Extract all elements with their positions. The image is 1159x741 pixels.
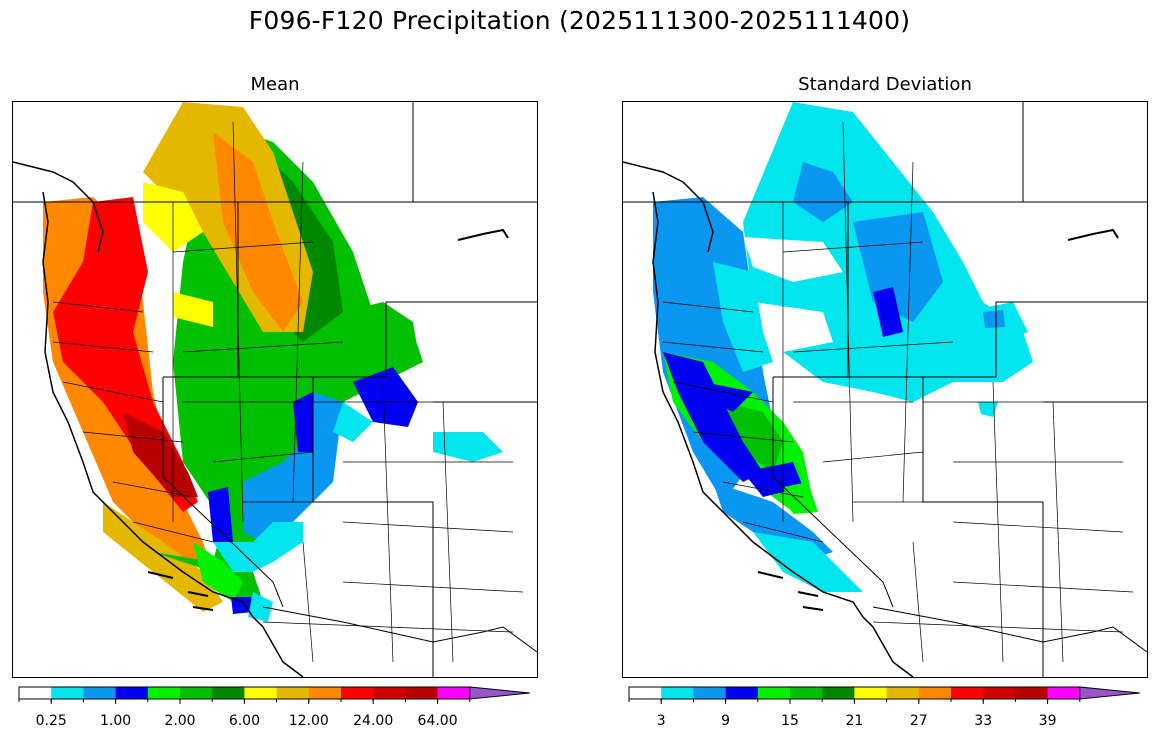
mean-state-boundaries: [13, 102, 537, 677]
mean-colorbar-bin: [405, 687, 438, 699]
mean-colorbar-bin: [115, 687, 149, 699]
std-region-cyan-e3: [978, 402, 998, 417]
std-colorbar-bin: [951, 687, 984, 699]
std-colorbar-tick-label: 39: [1039, 713, 1057, 729]
mean-colorbar-bin: [373, 687, 406, 699]
std-colorbar-bin: [790, 687, 823, 699]
mean-region-blue-3: [208, 487, 233, 542]
mean-colorbar-tick-label: 64.00: [418, 713, 458, 729]
mean-colorbar-tick-label: 6.00: [229, 713, 260, 729]
std-colorbar-bin: [757, 687, 791, 699]
mean-map: [12, 101, 538, 678]
mean-colorbar-segments: [18, 686, 530, 700]
std-puget: [623, 161, 714, 253]
mean-colorbar-bin: [19, 687, 52, 699]
std-colorbar: 3 9 15 21 27 33 39: [628, 686, 1140, 729]
std-state-boundaries: [623, 102, 1147, 677]
mean-puget: [13, 161, 104, 253]
std-map-canvas: [623, 102, 1147, 677]
std-colorbar-bin: [822, 687, 855, 699]
mean-lake: [457, 228, 509, 241]
std-colorbar-bin: [693, 687, 726, 699]
mean-region-green-east: [333, 302, 418, 382]
std-region-white-2: [753, 302, 833, 352]
std-colorbar-bin: [725, 687, 759, 699]
std-colorbar-extend-arrow: [1079, 686, 1140, 700]
std-colorbar-labels: 3 9 15 21 27 33 39: [657, 713, 1057, 729]
mean-region-blue: [293, 392, 313, 452]
std-colorbar-bin: [983, 687, 1016, 699]
std-region-lightblue-e2: [983, 310, 1005, 328]
mean-colorbar-tick-label: 2.00: [164, 713, 195, 729]
mean-region-cyan-4: [248, 592, 273, 622]
mean-colorbar-bin: [308, 687, 342, 699]
mean-colorbar-bin: [83, 687, 116, 699]
std-coastline: [652, 191, 914, 677]
mean-colorbar-bin: [147, 687, 181, 699]
std-colorbar-bin: [1047, 687, 1081, 699]
std-panel-title: Standard Deviation: [798, 74, 972, 95]
std-colorbar-bin: [629, 687, 662, 699]
std-region-brightgreen-s: [783, 482, 818, 514]
mean-region-cyan: [213, 522, 303, 572]
mean-colorbar-bin: [437, 687, 471, 699]
mean-coastline: [42, 191, 304, 677]
std-region-blue: [873, 287, 903, 337]
mean-region-orange-north: [213, 132, 303, 332]
mean-region-cyan-2: [433, 432, 503, 462]
mean-colorbar-labels: 0.25 1.00 2.00 6.00 12.00 24.00 64.00: [36, 713, 458, 729]
mean-region-cyan-3: [333, 402, 373, 442]
std-colorbar-bin: [854, 687, 887, 699]
std-region-blue-coast: [663, 352, 763, 482]
mean-region-brightgreen: [193, 542, 243, 602]
mean-map-canvas: [13, 102, 537, 677]
std-colorbar-tick-label: 3: [657, 713, 666, 729]
std-region-blue-2: [703, 382, 753, 412]
mean-colorbar-tick-label: 12.00: [289, 713, 329, 729]
mean-colorbar-bin: [212, 687, 245, 699]
std-map: [622, 101, 1148, 678]
std-region-lightblue-n: [793, 162, 853, 222]
mean-colorbar-ticks: [18, 699, 471, 704]
mean-region-blue-2: [353, 367, 418, 427]
mean-colorbar-bin: [244, 687, 277, 699]
mean-colorbar: 0.25 1.00 2.00 6.00 12.00 24.00 64.00: [18, 686, 530, 729]
std-colorbar-bin: [1015, 687, 1048, 699]
std-islands: [757, 571, 824, 611]
std-colorbar-ticks: [628, 699, 1081, 704]
mean-colorbar-extend-arrow: [469, 686, 530, 700]
std-colorbar-tick-label: 15: [781, 713, 799, 729]
mean-region-yellow-2: [173, 292, 213, 327]
mean-panel-title: Mean: [250, 74, 300, 95]
std-colorbar-bin: [918, 687, 952, 699]
mean-region-darkred: [123, 412, 198, 497]
figure-title: F096-F120 Precipitation (2025111300-2025…: [248, 6, 911, 35]
std-region-coast-cyan: [713, 262, 773, 372]
mean-colorbar-bin: [51, 687, 84, 699]
mean-colorbar-tick-label: 0.25: [36, 713, 67, 729]
std-colorbar-segments: [628, 686, 1140, 700]
std-colorbar-tick-label: 33: [974, 713, 992, 729]
mean-colorbar-tick-label: 1.00: [100, 713, 131, 729]
std-colorbar-bin: [661, 687, 694, 699]
std-watershed-lines: [662, 121, 1134, 663]
mean-colorbar-bin: [341, 687, 374, 699]
std-colorbar-tick-label: 21: [845, 713, 863, 729]
mean-region-lightblue: [243, 392, 343, 542]
mean-colorbar-tick-label: 24.00: [353, 713, 393, 729]
mean-islands: [147, 571, 214, 611]
std-lake: [1067, 228, 1119, 241]
std-colorbar-tick-label: 27: [910, 713, 928, 729]
std-colorbar-bin: [886, 687, 920, 699]
mean-colorbar-bin: [180, 687, 213, 699]
std-region-cyan-s: [753, 532, 863, 592]
std-region-darkgreen: [723, 402, 783, 472]
std-colorbar-tick-label: 9: [721, 713, 730, 729]
std-region-white-1: [743, 237, 843, 282]
mean-colorbar-bin: [276, 687, 310, 699]
